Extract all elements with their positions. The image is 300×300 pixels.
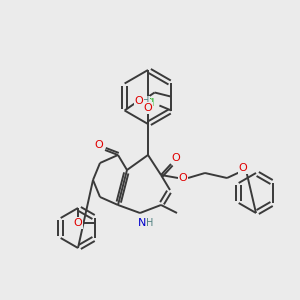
Text: O: O: [134, 95, 143, 106]
Text: O: O: [238, 163, 247, 173]
Text: N: N: [138, 218, 146, 228]
Text: H: H: [146, 218, 154, 228]
Text: H: H: [142, 96, 150, 106]
Text: O: O: [144, 103, 152, 113]
Text: O: O: [178, 173, 188, 183]
Text: O: O: [94, 140, 103, 150]
Text: O: O: [172, 153, 180, 163]
Text: O: O: [74, 218, 82, 228]
Text: Cl: Cl: [144, 98, 154, 107]
